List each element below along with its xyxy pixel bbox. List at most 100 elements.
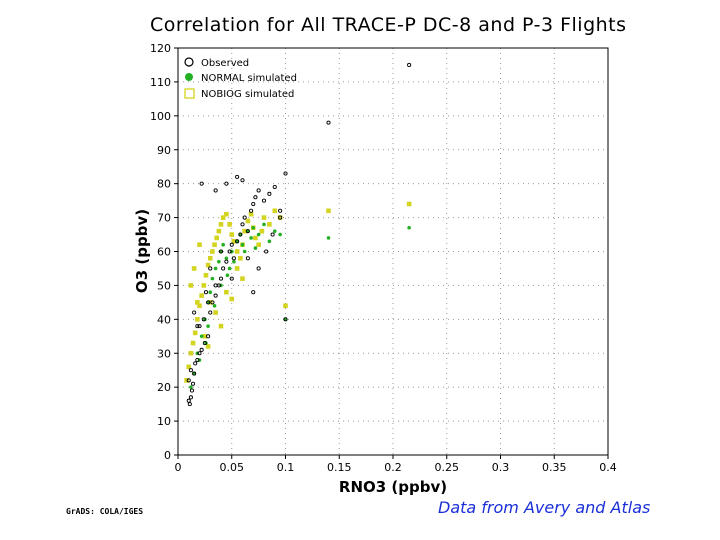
observed-point (278, 215, 283, 220)
legend-observed-symbol (184, 57, 194, 67)
x-tick-label: 0.4 (599, 461, 617, 474)
nobiog-point (199, 293, 204, 298)
grid-lines (178, 48, 608, 455)
observed-point (195, 357, 200, 363)
observed-point (213, 283, 218, 288)
software-credit: GrADS: COLA/IGES (66, 507, 144, 516)
observed-point (240, 178, 245, 183)
nobiog-point (192, 330, 198, 336)
x-axis-label: RNO3 (ppbv) (339, 478, 447, 496)
observed-point (190, 381, 196, 386)
nobiog-point (238, 255, 243, 261)
observed-point (253, 195, 258, 200)
normal-point (224, 256, 229, 261)
observed-point (186, 398, 191, 403)
y-tick-label: 110 (150, 76, 171, 89)
observed-point (229, 242, 234, 247)
normal-point (262, 222, 266, 227)
observed-point (227, 249, 232, 254)
normal-point (217, 259, 221, 264)
observed-point (261, 198, 267, 203)
nobiog-point (229, 232, 235, 237)
normal-point (204, 341, 208, 345)
observed-point (407, 62, 412, 68)
normal-point (208, 290, 213, 295)
x-tick-label: 0.3 (492, 461, 510, 474)
axis-ticks: 0 10 20 30 40 50 60 70 80 90 100 110 120 0 0.05 0.1 0.15… (150, 42, 617, 474)
nobiog-point (218, 222, 224, 227)
observed-point (245, 256, 250, 261)
normal-point (326, 236, 331, 240)
y-tick-label: 90 (157, 144, 171, 157)
observed-point (283, 317, 288, 322)
normal-point (199, 334, 204, 339)
x-tick-label: 0.35 (542, 461, 567, 474)
observed-point (187, 402, 192, 407)
nobiog-point (207, 255, 213, 261)
observed-point (199, 181, 204, 186)
normal-point (278, 232, 282, 237)
normal-point (240, 242, 245, 247)
observed-point (249, 208, 254, 213)
y-tick-label: 80 (157, 178, 171, 191)
nobiog-point (195, 300, 200, 305)
y-tick-label: 10 (157, 415, 171, 428)
observed-point (267, 191, 272, 196)
observed-point (210, 300, 215, 305)
observed-point (206, 300, 211, 305)
legend-label: Observed (201, 58, 249, 69)
nobiog-point (229, 296, 235, 302)
nobiog-point (188, 350, 194, 356)
nobiog-point (188, 283, 194, 288)
nobiog-point (213, 310, 218, 315)
legend-label: NORMAL simulated (201, 73, 297, 84)
nobiog-point (220, 215, 226, 220)
y-tick-label: 50 (157, 279, 171, 292)
nobiog-point (227, 222, 232, 227)
y-tick-label: 20 (157, 381, 171, 394)
chart-title: Correlation for All TRACE-P DC-8 and P-3… (150, 14, 627, 36)
normal-point (407, 225, 411, 230)
data-credit: Data from Avery and Atlas (438, 498, 651, 517)
normal-point (242, 249, 247, 254)
normal-point (253, 246, 258, 250)
observed-point (192, 371, 197, 376)
observed-point (195, 324, 200, 329)
nobiog-point (267, 222, 272, 227)
y-tick-label: 120 (150, 42, 171, 55)
observed-point (201, 317, 206, 322)
normal-point (267, 239, 272, 244)
normal-point (210, 276, 215, 281)
nobiog-point (326, 208, 331, 214)
normal-point (272, 229, 277, 233)
observed-point (218, 276, 224, 281)
observed-point (240, 222, 245, 227)
nobiog-point (197, 242, 202, 248)
observed-point (208, 266, 213, 271)
nobiog-point (224, 289, 229, 295)
nobiog-point (240, 276, 245, 281)
y-tick-label: 100 (150, 110, 171, 123)
observed-point (193, 361, 198, 366)
observed-point (251, 290, 256, 295)
observed-point (235, 239, 240, 244)
observed-point (213, 293, 218, 298)
y-tick-label: 70 (157, 212, 171, 225)
nobiog-point (261, 215, 267, 220)
observed-point (186, 378, 191, 383)
y-tick-label: 30 (157, 347, 171, 360)
observed-point (264, 249, 269, 254)
nobiog-point (190, 340, 196, 346)
x-tick-label: 0.05 (220, 461, 245, 474)
legend-label: NOBIOG simulated (201, 89, 294, 100)
observed-point (188, 368, 193, 373)
legend: Observed NORMAL simulated NOBIOG simulated (184, 57, 297, 100)
normal-point (213, 266, 218, 271)
observed-point (188, 395, 193, 400)
normal-point (225, 273, 230, 278)
observed-point (224, 181, 229, 186)
nobiog-point (203, 272, 209, 278)
observed-point (224, 259, 229, 264)
y-tick-label: 0 (164, 449, 171, 462)
